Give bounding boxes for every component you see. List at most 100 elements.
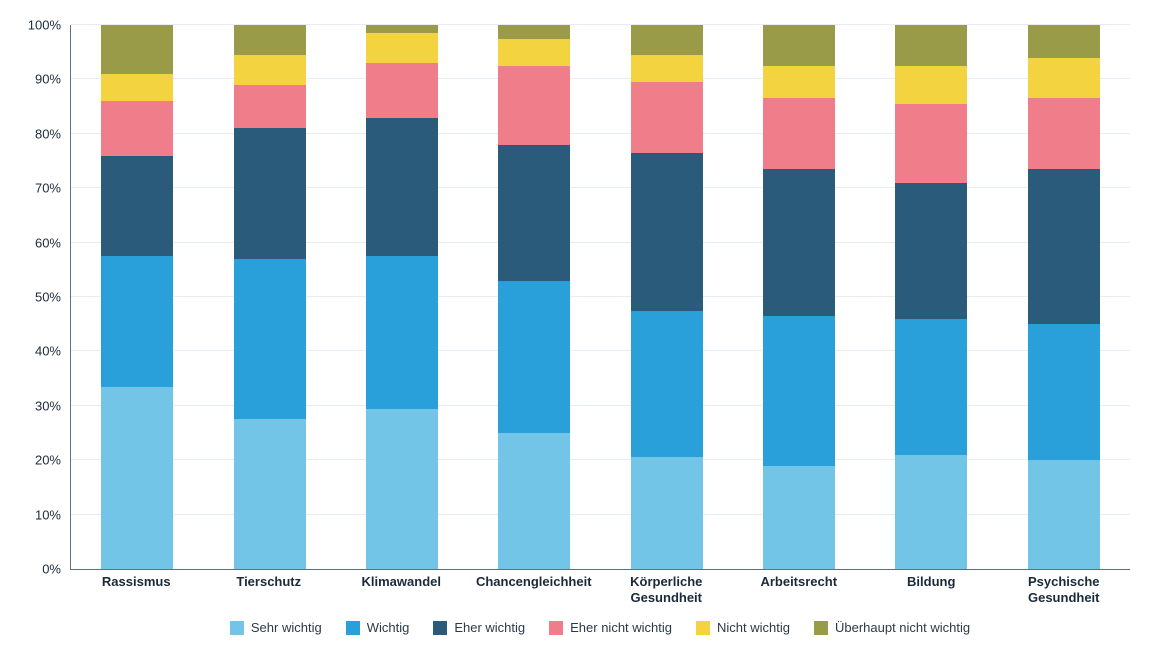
bar-segment-sehr_wichtig — [1028, 460, 1100, 569]
y-tick-label: 0% — [42, 562, 71, 577]
bar-segment-wichtig — [234, 259, 306, 419]
y-tick-label: 20% — [35, 453, 71, 468]
bar-segment-nicht_wichtig — [366, 33, 438, 63]
bar-segment-nicht_wichtig — [763, 66, 835, 99]
bar-segment-sehr_wichtig — [895, 455, 967, 569]
bar-segment-sehr_wichtig — [234, 419, 306, 569]
bar-segment-nicht_wichtig — [234, 55, 306, 85]
bar-segment-eher_nicht_wichtig — [631, 82, 703, 153]
bar-segment-eher_nicht_wichtig — [763, 98, 835, 169]
bar-segment-sehr_wichtig — [763, 466, 835, 569]
bar-segment-eher_nicht_wichtig — [895, 104, 967, 183]
legend-item-nicht_wichtig: Nicht wichtig — [696, 620, 790, 635]
bar-segment-sehr_wichtig — [101, 387, 173, 569]
bar-segment-eher_wichtig — [101, 156, 173, 257]
bar-segment-eher_wichtig — [498, 145, 570, 281]
bar-segment-wichtig — [763, 316, 835, 466]
bar-segment-eher_nicht_wichtig — [498, 66, 570, 145]
bar-segment-eher_wichtig — [895, 183, 967, 319]
y-tick-label: 90% — [35, 72, 71, 87]
legend: Sehr wichtig Wichtig Eher wichtig Eher nich… — [70, 620, 1130, 635]
legend-label: Eher nicht wichtig — [570, 620, 672, 635]
y-tick-label: 100% — [28, 18, 71, 33]
bar-segment-ueberhaupt_nicht_wichtig — [1028, 25, 1100, 58]
x-axis-label: Klimawandel — [335, 574, 468, 607]
bar-segment-eher_wichtig — [366, 118, 438, 257]
bar-segment-ueberhaupt_nicht_wichtig — [631, 25, 703, 55]
bar-segment-nicht_wichtig — [101, 74, 173, 101]
stacked-bar — [101, 25, 173, 569]
bar-slot — [468, 25, 600, 569]
y-tick-label: 60% — [35, 235, 71, 250]
x-axis-label: KörperlicheGesundheit — [600, 574, 733, 607]
stacked-bar — [631, 25, 703, 569]
bar-segment-ueberhaupt_nicht_wichtig — [763, 25, 835, 66]
x-axis-label: Bildung — [865, 574, 998, 607]
bar-segment-ueberhaupt_nicht_wichtig — [498, 25, 570, 39]
legend-swatch — [549, 621, 563, 635]
legend-swatch — [696, 621, 710, 635]
bar-slot — [998, 25, 1130, 569]
bar-slot — [601, 25, 733, 569]
stacked-bar — [366, 25, 438, 569]
bar-segment-wichtig — [366, 256, 438, 408]
bar-segment-eher_nicht_wichtig — [234, 85, 306, 129]
x-axis-labels: RassismusTierschutzKlimawandelChancengle… — [70, 574, 1130, 607]
y-tick-label: 10% — [35, 507, 71, 522]
y-tick-label: 30% — [35, 398, 71, 413]
bar-segment-wichtig — [1028, 324, 1100, 460]
legend-label: Eher wichtig — [454, 620, 525, 635]
bar-segment-nicht_wichtig — [631, 55, 703, 82]
bar-segment-ueberhaupt_nicht_wichtig — [101, 25, 173, 74]
legend-item-sehr_wichtig: Sehr wichtig — [230, 620, 322, 635]
stacked-bar-chart: 0%10%20%30%40%50%60%70%80%90%100% Rassis… — [0, 0, 1170, 658]
bar-slot — [203, 25, 335, 569]
stacked-bar — [895, 25, 967, 569]
y-tick-label: 80% — [35, 126, 71, 141]
stacked-bar — [763, 25, 835, 569]
bar-segment-sehr_wichtig — [631, 457, 703, 569]
legend-label: Wichtig — [367, 620, 410, 635]
x-axis-label: Tierschutz — [203, 574, 336, 607]
bar-segment-wichtig — [101, 256, 173, 387]
bar-slot — [336, 25, 468, 569]
x-axis-label: Rassismus — [70, 574, 203, 607]
bar-slot — [865, 25, 997, 569]
legend-item-eher_wichtig: Eher wichtig — [433, 620, 525, 635]
bar-segment-eher_wichtig — [763, 169, 835, 316]
bar-segment-ueberhaupt_nicht_wichtig — [366, 25, 438, 33]
stacked-bar — [1028, 25, 1100, 569]
legend-label: Nicht wichtig — [717, 620, 790, 635]
legend-label: Überhaupt nicht wichtig — [835, 620, 970, 635]
legend-swatch — [346, 621, 360, 635]
bar-segment-wichtig — [631, 311, 703, 458]
stacked-bar — [234, 25, 306, 569]
y-tick-label: 50% — [35, 290, 71, 305]
bar-segment-eher_nicht_wichtig — [1028, 98, 1100, 169]
y-tick-label: 70% — [35, 181, 71, 196]
bar-segment-eher_nicht_wichtig — [101, 101, 173, 155]
bars-row — [71, 25, 1130, 569]
legend-item-ueberhaupt_nicht_wichtig: Überhaupt nicht wichtig — [814, 620, 970, 635]
plot-area: 0%10%20%30%40%50%60%70%80%90%100% — [70, 25, 1130, 570]
bar-segment-wichtig — [498, 281, 570, 433]
y-tick-label: 40% — [35, 344, 71, 359]
bar-segment-eher_wichtig — [631, 153, 703, 311]
bar-segment-nicht_wichtig — [895, 66, 967, 104]
bar-segment-eher_wichtig — [234, 128, 306, 259]
bar-slot — [71, 25, 203, 569]
legend-item-eher_nicht_wichtig: Eher nicht wichtig — [549, 620, 672, 635]
legend-label: Sehr wichtig — [251, 620, 322, 635]
bar-segment-ueberhaupt_nicht_wichtig — [895, 25, 967, 66]
bar-segment-nicht_wichtig — [1028, 58, 1100, 99]
x-axis-label: PsychischeGesundheit — [998, 574, 1131, 607]
bar-segment-ueberhaupt_nicht_wichtig — [234, 25, 306, 55]
x-axis-label: Chancengleichheit — [468, 574, 601, 607]
bar-segment-eher_nicht_wichtig — [366, 63, 438, 117]
bar-segment-sehr_wichtig — [366, 409, 438, 569]
bar-segment-wichtig — [895, 319, 967, 455]
legend-swatch — [230, 621, 244, 635]
bar-slot — [733, 25, 865, 569]
bar-segment-sehr_wichtig — [498, 433, 570, 569]
legend-swatch — [433, 621, 447, 635]
